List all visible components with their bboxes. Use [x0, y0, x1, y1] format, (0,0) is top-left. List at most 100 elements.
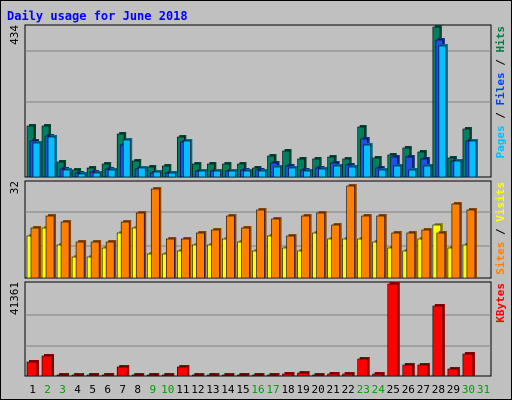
bar-kbytes-day-28 [432, 304, 445, 377]
bar-pages-day-19 [303, 169, 313, 178]
bar-sites-day-7 [120, 220, 132, 279]
x-tick-label: 28 [432, 383, 445, 396]
x-tick-label: 21 [327, 383, 340, 396]
bar-sites-day-16 [256, 208, 267, 279]
bar-pages-day-27 [423, 164, 433, 178]
legend: Pages / Files / Hits [494, 26, 507, 159]
bar-kbytes-day-18 [282, 372, 295, 377]
bar-sites-day-28 [436, 231, 447, 279]
bar-sites-day-23 [361, 214, 372, 279]
y-max-label: 32 [8, 181, 21, 194]
bar-pages-day-6 [107, 168, 118, 178]
bar-kbytes-day-2 [41, 354, 55, 377]
x-tick-label: 17 [266, 383, 279, 396]
x-tick-label: 4 [74, 383, 81, 396]
bar-sites-day-3 [60, 220, 72, 279]
x-tick-label: 25 [387, 383, 400, 396]
x-tick-label: 8 [134, 383, 141, 396]
bar-kbytes-day-25 [387, 282, 400, 377]
x-tick-label: 12 [191, 383, 204, 396]
x-tick-label: 13 [206, 383, 219, 396]
legend-entry-0: Sites [494, 242, 507, 275]
bar-kbytes-day-3 [56, 373, 70, 377]
x-tick-label: 1 [29, 383, 36, 396]
bar-kbytes-day-4 [71, 373, 85, 377]
bar-kbytes-day-12 [192, 373, 205, 377]
bar-sites-day-15 [241, 226, 252, 279]
x-tick-label: 31 [477, 383, 490, 396]
legend-entry-2: Files [494, 72, 507, 105]
bar-kbytes-day-27 [417, 363, 430, 377]
bar-kbytes-day-20 [312, 373, 325, 377]
bar-pages-day-28 [438, 44, 448, 178]
bar-pages-day-13 [213, 169, 223, 178]
x-tick-label: 11 [176, 383, 189, 396]
bar-kbytes-day-13 [207, 373, 220, 377]
x-tick-label: 14 [221, 383, 235, 396]
bar-sites-day-22 [346, 184, 357, 279]
x-tick-label: 5 [89, 383, 96, 396]
bar-sites-day-24 [376, 214, 387, 279]
bar-sites-day-6 [105, 240, 117, 279]
bar-kbytes-day-26 [402, 363, 415, 377]
legend-entry-1: / [494, 106, 507, 126]
legend-entry-0: KBytes [494, 283, 507, 323]
bar-sites-day-12 [196, 231, 207, 279]
bar-pages-day-8 [137, 166, 148, 178]
bar-kbytes-day-8 [131, 373, 145, 377]
x-tick-label: 18 [281, 383, 294, 396]
x-tick-label: 6 [104, 383, 111, 396]
bar-sites-day-17 [271, 217, 282, 279]
bar-kbytes-day-6 [101, 373, 115, 377]
bar-kbytes-day-16 [252, 373, 265, 377]
bar-sites-day-4 [75, 240, 87, 279]
legend-entry-3: / [494, 53, 507, 73]
x-tick-label: 2 [44, 383, 51, 396]
bar-pages-day-25 [393, 164, 403, 178]
bar-sites-day-26 [406, 231, 417, 279]
bar-pages-day-26 [408, 168, 418, 178]
bar-pages-day-29 [453, 159, 463, 178]
bar-pages-day-3 [62, 168, 73, 178]
bar-sites-day-9 [150, 187, 162, 279]
bar-sites-day-25 [391, 231, 402, 279]
legend-entry-4: Hits [494, 26, 507, 53]
bar-sites-day-11 [181, 237, 192, 279]
bar-pages-day-23 [363, 143, 373, 178]
legend: KBytes [494, 283, 507, 323]
x-tick-label: 26 [402, 383, 415, 396]
bar-pages-day-5 [92, 171, 103, 178]
bar-kbytes-day-9 [146, 373, 160, 377]
panel-plot-area [24, 281, 492, 377]
bar-kbytes-day-21 [327, 372, 340, 377]
bar-sites-day-14 [226, 214, 237, 279]
bar-sites-day-20 [316, 211, 327, 279]
bar-pages-day-1 [32, 141, 42, 178]
bar-sites-day-8 [135, 211, 147, 279]
bar-kbytes-day-23 [357, 357, 370, 377]
panel-sites-visits: 32 Sites / Visits [8, 180, 507, 279]
bar-kbytes-day-17 [267, 373, 280, 377]
legend-entry-2: Visits [494, 182, 507, 222]
bar-kbytes-day-10 [161, 373, 175, 377]
bar-kbytes-day-7 [116, 365, 130, 377]
bar-kbytes-day-1 [26, 360, 39, 377]
x-tick-label: 30 [462, 383, 475, 396]
bar-pages-day-9 [152, 170, 163, 178]
chart-panels: 434 Pages / Files / Hits 32 Sites / Visits 4… [8, 24, 507, 377]
panel-plot-area [24, 24, 492, 178]
bar-sites-day-2 [45, 214, 57, 279]
y-max-label: 434 [8, 25, 21, 45]
x-tick-label: 9 [149, 383, 156, 396]
bar-sites-day-1 [30, 226, 41, 279]
bar-pages-day-30 [468, 139, 478, 178]
x-tick-label: 27 [417, 383, 430, 396]
x-axis-labels: 1 2 3 4 5 6 7 8 9 10 11 12 13 14 15 16 17 18 19 20 21 22 23 24 2… [29, 383, 490, 396]
bar-pages-day-20 [318, 167, 328, 178]
bar-pages-day-10 [167, 171, 178, 178]
bar-kbytes-day-5 [86, 373, 100, 377]
legend: Sites / Visits [494, 182, 507, 275]
x-tick-label: 19 [296, 383, 309, 396]
bar-sites-day-27 [421, 228, 432, 279]
